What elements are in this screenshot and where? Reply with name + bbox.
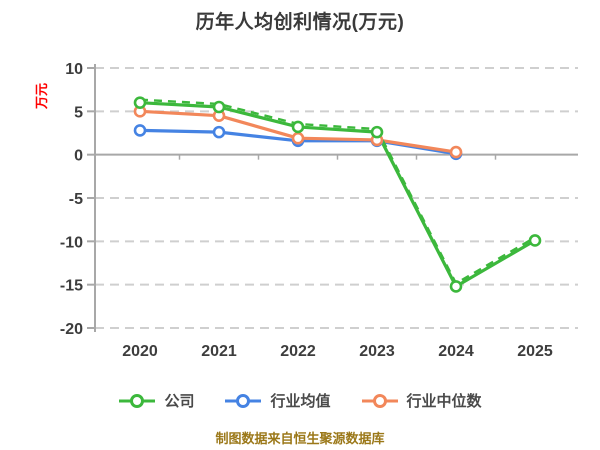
y-tick-label: -15	[60, 278, 83, 295]
x-tick-label: 2024	[438, 343, 474, 360]
company-point-2020	[133, 96, 147, 109]
industry-median-legend-marker-icon	[361, 393, 398, 408]
industry-median-point-2022	[291, 131, 305, 145]
y-tick-label: 0	[74, 148, 83, 165]
legend-item-industry-median: 行业中位数	[361, 390, 482, 411]
company-line	[139, 101, 536, 288]
legend-label-industry-average: 行业均值	[270, 393, 331, 410]
chart-title: 历年人均创利情况(万元)	[195, 12, 405, 33]
company-line-dash-overlay	[139, 98, 536, 285]
data-source-footnote: 制图数据来自恒生聚源数据库	[215, 431, 385, 446]
company-point-2024	[449, 280, 463, 293]
company-point-2021	[212, 100, 226, 114]
legend-item-industry-average: 行业均值	[224, 390, 331, 411]
company-point-2023	[370, 125, 384, 139]
industry-average-point-2020	[133, 124, 147, 137]
x-tick-label: 2023	[359, 343, 395, 360]
legend-item-company: 公司	[118, 390, 194, 411]
y-tick-label: 5	[74, 104, 83, 121]
industry-median-point-2024	[449, 145, 463, 159]
industry-average-point-2021	[212, 125, 226, 139]
company-point-2022	[291, 120, 305, 134]
x-tick-label: 2022	[280, 343, 316, 360]
y-tick-label: -10	[60, 234, 83, 251]
industry-average-legend-marker-icon	[225, 393, 262, 408]
legend-label-company: 公司	[164, 393, 195, 410]
y-tick-label: 10	[65, 61, 83, 78]
x-tick-label: 2025	[517, 343, 553, 360]
chart-legend: 公司 行业均值 行业中位数	[0, 390, 600, 411]
y-tick-label: -5	[69, 191, 83, 208]
x-tick-label: 2020	[122, 343, 158, 360]
x-tick-label: 2021	[201, 343, 237, 360]
company-legend-marker-icon	[119, 393, 156, 408]
company-point-2025	[528, 234, 542, 247]
y-tick-label: -20	[60, 321, 83, 338]
legend-label-industry-median: 行业中位数	[406, 393, 482, 410]
